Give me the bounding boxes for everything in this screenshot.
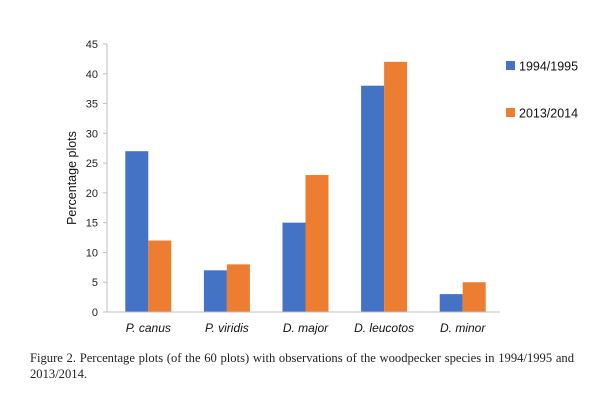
y-tick-label: 35 [86, 99, 98, 111]
bar-series2-3 [305, 175, 329, 312]
y-tick-label: 10 [86, 247, 98, 259]
figure-caption: Figure 2. Percentage plots (of the 60 pl… [30, 351, 574, 381]
bar-series2-2 [226, 264, 250, 312]
y-tick-label: 5 [92, 277, 98, 289]
x-category-label: D. minor [440, 321, 486, 335]
x-category-label: P. canus [126, 321, 171, 335]
bar-series1-4 [361, 85, 385, 312]
chart-area: 0 5 10 15 20 25 30 35 40 45 P. canus P. viridis D. … [65, 39, 578, 335]
y-tick-label: 20 [86, 188, 98, 200]
y-tick-label: 25 [86, 158, 98, 170]
y-tick-label: 0 [92, 307, 98, 319]
y-tick-label: 15 [86, 218, 98, 230]
x-category-label: P. viridis [205, 321, 249, 335]
bar-chart: 0 5 10 15 20 25 30 35 40 45 P. canus P. viridis D. … [65, 39, 578, 335]
y-axis-title: Percentage plots [65, 131, 79, 225]
legend-swatch-1 [506, 61, 515, 70]
x-category-label: D. leucotos [354, 321, 414, 335]
legend: 1994/1995 2013/2014 [506, 60, 578, 121]
legend-label-1: 1994/1995 [519, 60, 578, 74]
bar-series2-1 [148, 240, 172, 312]
bar-series1-3 [282, 222, 306, 312]
bar-series2-5 [462, 282, 486, 312]
legend-swatch-2 [506, 108, 515, 117]
bar-series1-1 [125, 151, 149, 312]
bars [125, 61, 486, 312]
bar-series1-2 [203, 270, 227, 312]
bar-series1-5 [439, 294, 463, 312]
y-axis-ticks: 0 5 10 15 20 25 30 35 40 45 [86, 39, 107, 319]
x-category-label: D. major [283, 321, 329, 335]
y-tick-label: 40 [86, 69, 98, 81]
x-axis-category-labels: P. canus P. viridis D. major D. leucotos D. … [126, 321, 487, 335]
bar-series2-4 [384, 61, 408, 312]
y-tick-label: 30 [86, 128, 98, 140]
y-tick-label: 45 [86, 39, 98, 51]
legend-label-2: 2013/2014 [519, 107, 578, 121]
